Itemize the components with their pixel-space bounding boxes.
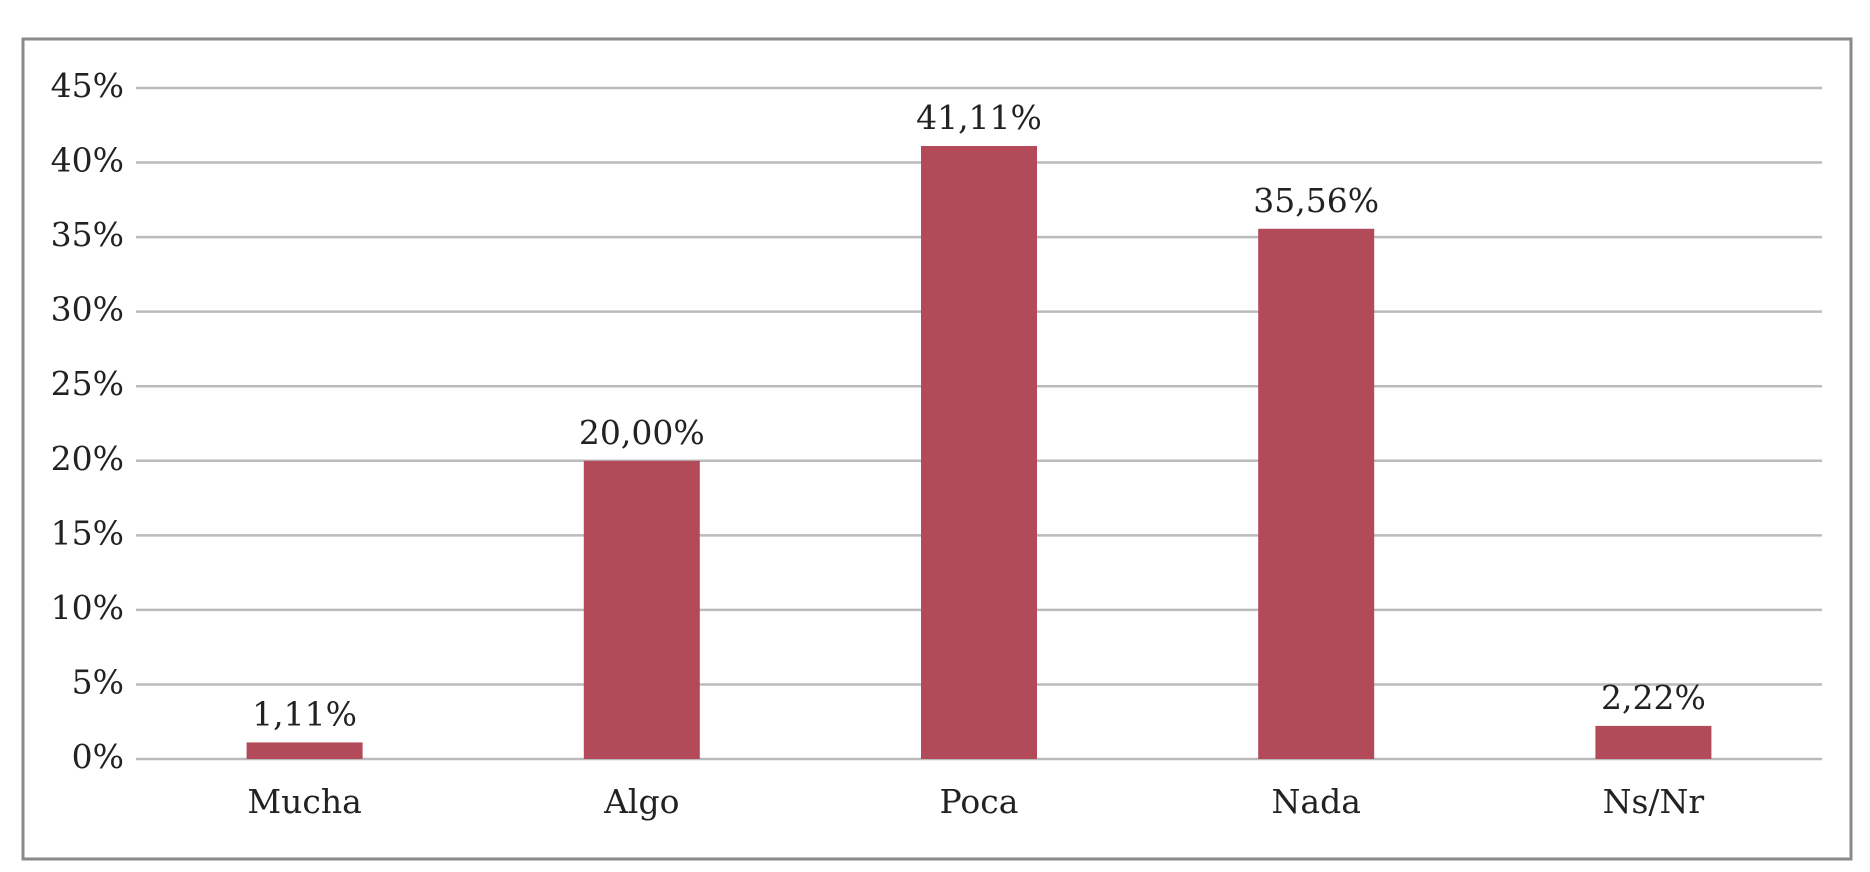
- x-tick-label: Algo: [603, 782, 679, 821]
- data-label: 41,11%: [916, 98, 1042, 137]
- y-tick-label: 10%: [51, 588, 124, 627]
- x-tick-label: Poca: [940, 782, 1019, 821]
- y-tick-label: 25%: [51, 364, 124, 403]
- y-tick-label: 5%: [72, 662, 124, 701]
- y-tick-label: 15%: [51, 513, 124, 552]
- data-label: 20,00%: [579, 413, 705, 452]
- data-label: 1,11%: [252, 694, 357, 733]
- y-tick-label: 20%: [51, 439, 124, 478]
- data-label: 35,56%: [1253, 181, 1379, 220]
- y-tick-label: 0%: [72, 737, 124, 776]
- data-label: 2,22%: [1601, 678, 1706, 717]
- bar: [1595, 725, 1712, 759]
- bar: [921, 146, 1037, 760]
- y-tick-label: 45%: [51, 66, 124, 105]
- bar: [1258, 228, 1375, 760]
- y-tick-label: 40%: [51, 141, 124, 180]
- x-tick-label: Mucha: [247, 782, 361, 821]
- bar: [583, 460, 700, 759]
- x-tick-label: Nada: [1272, 782, 1361, 821]
- bar: [246, 742, 363, 759]
- x-tick-label: Ns/Nr: [1603, 782, 1705, 821]
- y-tick-label: 30%: [51, 290, 124, 329]
- y-tick-label: 35%: [51, 215, 124, 254]
